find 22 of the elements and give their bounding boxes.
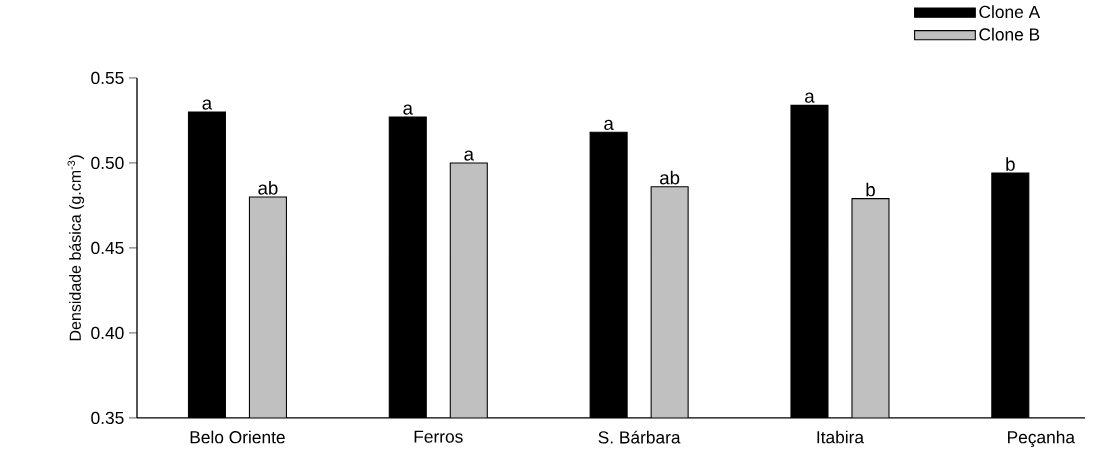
y-tick-label: 0.45 bbox=[91, 241, 124, 255]
y-tick-label: 0.55 bbox=[91, 71, 124, 85]
data-label: a bbox=[464, 150, 474, 161]
y-tick-label: 0.50 bbox=[91, 156, 124, 170]
y-tick-label: 0.40 bbox=[91, 326, 124, 340]
x-tick-label: S. Bárbara bbox=[598, 430, 681, 444]
legend-label: Clone B bbox=[979, 27, 1040, 41]
data-label: b bbox=[866, 182, 875, 197]
y-axis-title: Densidade básica (g.cm$^{-3}$) bbox=[67, 155, 85, 341]
x-tick-label: Peçanha bbox=[1008, 430, 1076, 447]
y-tick-label: 0.35 bbox=[91, 411, 124, 425]
data-label: b bbox=[1006, 157, 1015, 171]
data-label: a bbox=[202, 99, 213, 110]
data-label: a bbox=[403, 104, 413, 115]
data-label: ab bbox=[660, 170, 680, 185]
data-label: a bbox=[604, 119, 614, 131]
legend-label: Clone A bbox=[979, 5, 1041, 19]
x-tick-label: Belo Oriente bbox=[190, 430, 285, 444]
x-tick-label: Itabira bbox=[817, 430, 865, 444]
data-label: ab bbox=[258, 180, 278, 195]
data-label: a bbox=[805, 92, 815, 103]
x-tick-label: Ferros bbox=[414, 430, 463, 443]
